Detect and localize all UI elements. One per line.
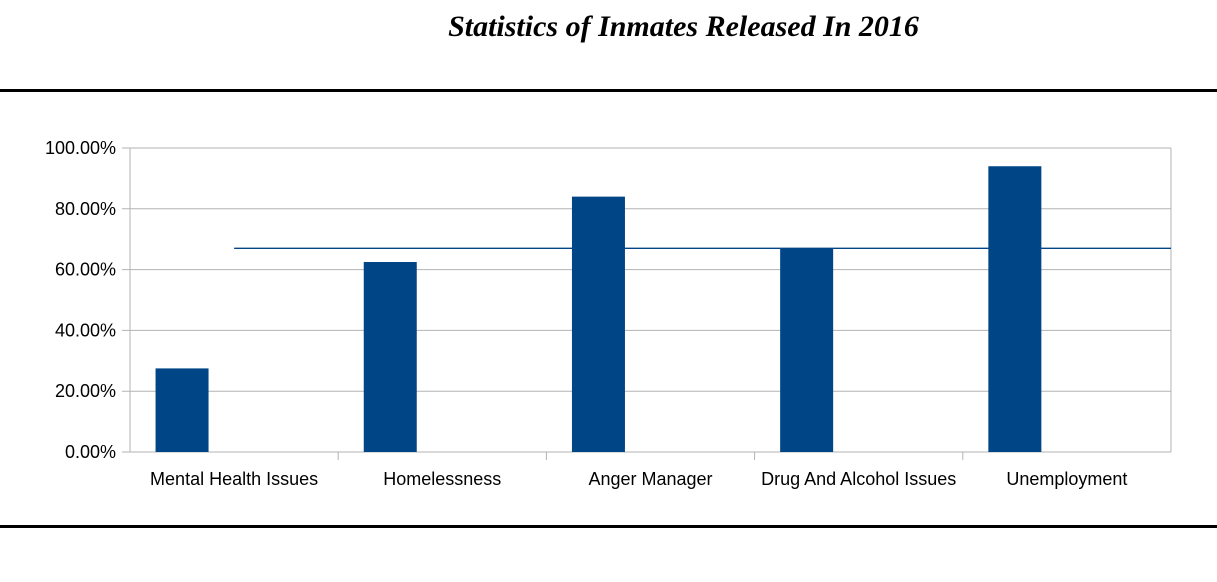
bottom-rule <box>0 525 1217 528</box>
top-rule <box>0 89 1217 92</box>
bar <box>155 368 209 452</box>
bar <box>571 196 625 452</box>
y-tick-label: 100.00% <box>45 138 116 158</box>
x-tick-label: Anger Manager <box>588 469 712 489</box>
y-tick-label: 80.00% <box>55 199 116 219</box>
bars <box>155 166 1042 453</box>
x-axis-ticks: Mental Health Issues Homelessness Anger Ma… <box>150 469 1127 489</box>
y-tick-label: 20.00% <box>55 381 116 401</box>
x-tick-label: Unemployment <box>1006 469 1127 489</box>
chart-title: Statistics of Inmates Released In 2016 <box>448 10 919 43</box>
bar <box>780 248 834 452</box>
bar <box>363 262 417 452</box>
y-axis-ticks: 0.00% 20.00% 40.00% 60.00% 80.00% 100.00% <box>45 138 116 462</box>
y-tick-label: 40.00% <box>55 320 116 340</box>
x-tick-label: Mental Health Issues <box>150 469 318 489</box>
x-tick-label: Homelessness <box>383 469 501 489</box>
x-tick-label: Drug And Alcohol Issues <box>761 469 956 489</box>
y-tick-label: 60.00% <box>55 260 116 280</box>
y-tick-label: 0.00% <box>65 442 116 462</box>
bar <box>988 166 1042 453</box>
